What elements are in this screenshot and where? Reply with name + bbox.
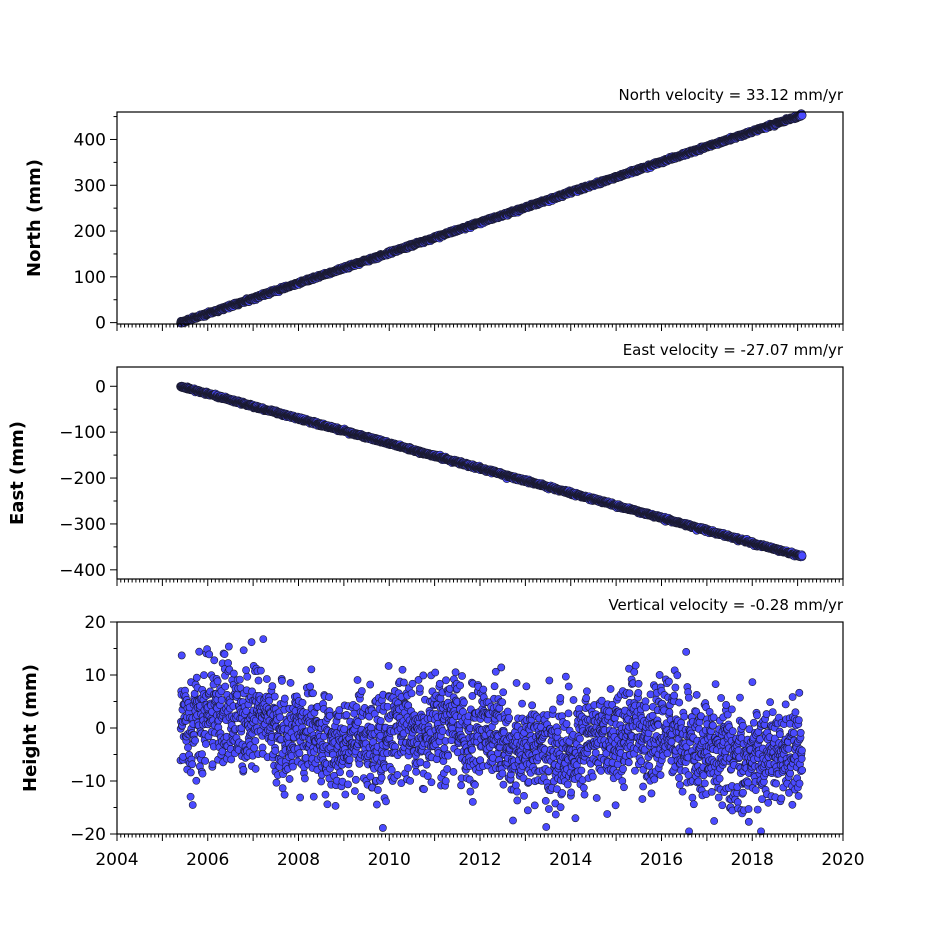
north-panel: 0 100 200 300 400 North (mm) North velocity = … <box>24 86 844 334</box>
north-points <box>176 109 807 328</box>
north-y-axis-label: North (mm) <box>24 159 45 277</box>
north-velocity-title: North velocity = 33.12 mm/yr <box>619 86 844 104</box>
y-tick-label: 100 <box>74 268 106 288</box>
y-tick-label: 200 <box>74 222 106 242</box>
y-tick-label: 400 <box>74 130 106 150</box>
panels: 0 100 200 300 400 North (mm) North velocity = … <box>7 86 865 870</box>
y-tick-label: 300 <box>74 176 106 196</box>
data-point <box>797 111 807 120</box>
y-tick-label: 0 <box>95 314 106 334</box>
